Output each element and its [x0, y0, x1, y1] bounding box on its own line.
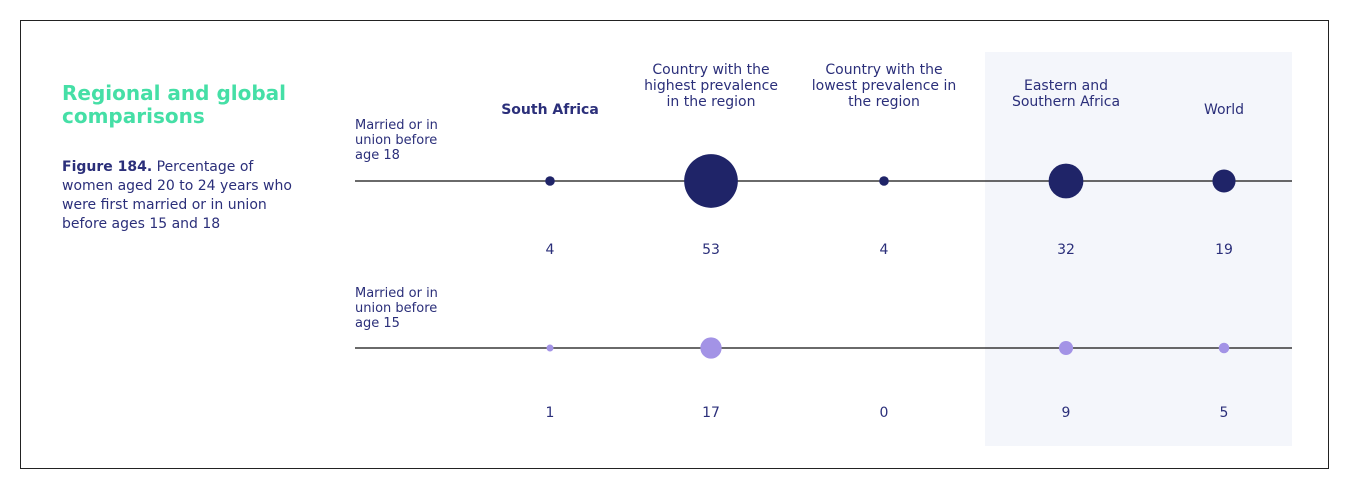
bubble: [1058, 340, 1074, 356]
bubble: [546, 344, 554, 352]
heading: Regional and global comparisons: [62, 81, 287, 128]
frame: [20, 20, 1329, 469]
figure-label: Figure 184.: [62, 159, 153, 175]
row-label: Married or in union before age 18: [355, 118, 438, 163]
caption: Figure 184. Percentage of women aged 20 …: [62, 158, 307, 234]
column-header: World: [1203, 102, 1245, 118]
bubble: [545, 176, 555, 186]
bubble: [700, 337, 722, 359]
column-header: South Africa: [501, 102, 599, 118]
value-label: 32: [1057, 242, 1075, 258]
value-label: 9: [1061, 405, 1071, 421]
value-label: 4: [879, 242, 889, 258]
regional-panel: [985, 52, 1292, 446]
value-label: 53: [702, 242, 720, 258]
bubble: [1212, 169, 1236, 193]
column-header: Eastern and Southern Africa: [1011, 78, 1121, 110]
value-label: 19: [1215, 242, 1233, 258]
column-header: Country with the highest prevalence in t…: [644, 62, 778, 110]
value-label: 1: [545, 405, 555, 421]
value-label: 17: [702, 405, 720, 421]
bubble: [1048, 163, 1084, 199]
figure-caption: Percentage of women aged 20 to 24 years …: [62, 159, 292, 232]
column-header: Country with the lowest prevalence in th…: [811, 62, 957, 110]
value-label: 4: [545, 242, 555, 258]
value-label: 5: [1219, 405, 1229, 421]
bubble: [684, 154, 738, 208]
bubble: [879, 176, 889, 186]
value-label: 0: [879, 405, 889, 421]
row-label: Married or in union before age 15: [355, 286, 438, 331]
bubble: [1218, 342, 1230, 354]
